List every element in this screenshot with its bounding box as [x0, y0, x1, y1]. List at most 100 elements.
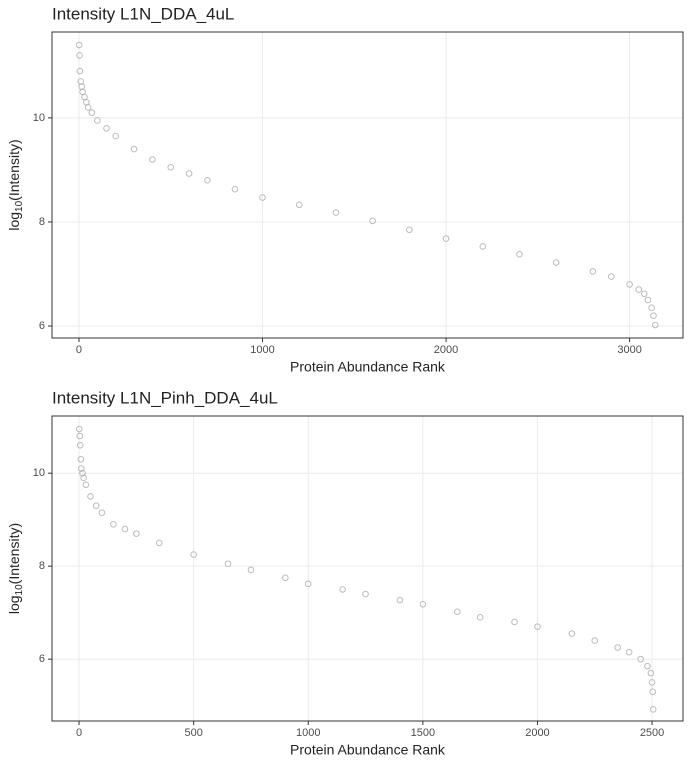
point: [644, 296, 652, 304]
point: [640, 290, 648, 298]
x-tick-label: 500: [184, 727, 202, 739]
point: [121, 525, 129, 533]
point: [77, 455, 85, 463]
point: [185, 170, 193, 177]
point: [76, 432, 84, 440]
point: [130, 145, 138, 153]
point: [78, 465, 85, 472]
point: [79, 469, 86, 477]
y-label-subscript: 10: [14, 584, 25, 596]
panel-title: Intensity L1N_DDA_4uL: [52, 4, 234, 23]
point: [651, 321, 659, 329]
point: [419, 601, 427, 608]
plot-border: [51, 415, 684, 722]
point: [110, 521, 117, 528]
point: [82, 481, 90, 489]
point: [304, 580, 312, 588]
point: [112, 132, 119, 140]
point: [87, 493, 94, 500]
y-label-subscript: 10: [14, 200, 25, 212]
point: [295, 201, 303, 209]
point: [80, 474, 87, 482]
x-tick-label: 0: [76, 727, 82, 739]
point: [649, 706, 657, 713]
point: [637, 655, 644, 663]
plot-border: [51, 31, 684, 339]
point: [650, 312, 657, 319]
point: [167, 164, 175, 171]
point: [339, 586, 346, 593]
point: [75, 425, 83, 433]
point: [453, 608, 461, 616]
point: [190, 551, 197, 558]
point: [591, 637, 599, 644]
point: [648, 679, 656, 686]
point: [442, 235, 450, 242]
point: [94, 117, 101, 124]
point: [406, 226, 413, 234]
panel: Intensity L1N_Pinh_DDA_4uL 0 500 1000 1500 20…: [6, 388, 684, 758]
x-tick-label: 1000: [296, 727, 320, 739]
plot-background: [52, 416, 683, 721]
point: [282, 574, 289, 582]
x-tick-label: 1500: [411, 727, 435, 739]
point: [88, 109, 96, 116]
point: [76, 441, 84, 449]
x-axis-label: Protein Abundance Rank: [290, 359, 446, 375]
y-tick-label: 8: [39, 216, 45, 228]
panel: Intensity L1N_DDA_4uL 0 1000 2000 3000 6 8 10 Pr…: [6, 4, 684, 375]
point: [647, 669, 655, 677]
x-axis-label: Protein Abundance Rank: [290, 742, 446, 758]
point: [75, 41, 83, 49]
point: [369, 217, 376, 225]
point: [516, 250, 523, 258]
x-tick-label: 3000: [617, 344, 641, 356]
point: [98, 509, 106, 517]
panel-title: Intensity L1N_Pinh_DDA_4uL: [52, 388, 278, 407]
point: [231, 185, 239, 193]
point: [76, 67, 84, 75]
y-tick-label: 10: [33, 467, 45, 479]
y-axis-label: log10(Intensity): [6, 139, 25, 230]
point: [332, 209, 340, 216]
point: [103, 124, 110, 132]
point: [476, 614, 484, 621]
point: [76, 52, 83, 59]
point: [614, 644, 621, 651]
x-tick-label: 2000: [434, 344, 458, 356]
point: [625, 648, 633, 656]
point: [362, 590, 369, 598]
x-tick-label: 2500: [640, 727, 664, 739]
y-label-prefix: log: [6, 595, 22, 614]
point: [155, 539, 163, 547]
point: [534, 623, 541, 630]
point: [133, 530, 140, 537]
x-tick-label: 2000: [525, 727, 549, 739]
point: [204, 177, 211, 184]
point: [552, 259, 560, 266]
point: [649, 688, 657, 696]
point: [635, 286, 643, 293]
y-label-prefix: log: [6, 212, 22, 231]
y-tick-label: 6: [39, 320, 45, 332]
y-tick-label: 8: [39, 560, 45, 572]
y-label-suffix: (Intensity): [6, 139, 22, 200]
point: [626, 281, 633, 288]
plot-background: [52, 32, 683, 338]
point: [648, 304, 655, 312]
point: [92, 502, 100, 510]
y-label-suffix: (Intensity): [6, 523, 22, 584]
point: [84, 104, 92, 111]
point: [149, 156, 156, 163]
x-tick-label: 1000: [250, 344, 274, 356]
x-tick-label: 0: [76, 344, 82, 356]
y-axis-label: log10(Intensity): [6, 523, 25, 614]
point: [479, 243, 487, 250]
point: [644, 662, 651, 670]
point: [224, 560, 232, 568]
point: [607, 273, 615, 280]
point: [511, 618, 518, 626]
point: [259, 194, 266, 201]
point: [247, 566, 255, 574]
